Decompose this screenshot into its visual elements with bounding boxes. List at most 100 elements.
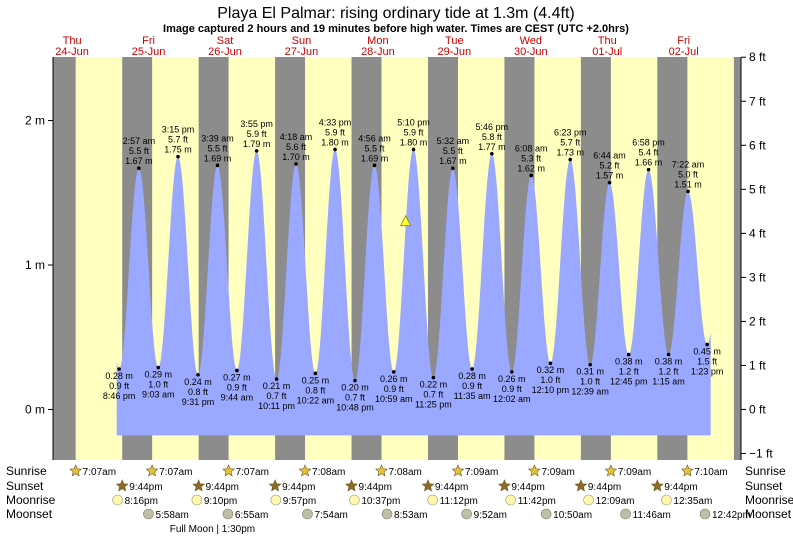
high-tide-meters: 1.66 m — [635, 158, 663, 168]
high-tide-meters: 1.80 m — [321, 137, 349, 147]
high-tide-meters: 1.67 m — [125, 156, 153, 166]
high-tide-meters: 1.69 m — [204, 153, 232, 163]
high-tide-time: 4:56 am — [358, 133, 391, 143]
high-tide-time: 6:08 am — [515, 143, 548, 153]
low-tide-meters: 0.26 m — [380, 374, 408, 384]
moonset-label-right: Moonset — [745, 507, 792, 521]
day-label-dow: Thu — [63, 35, 82, 47]
sunrise-time: 7:09am — [465, 467, 498, 478]
right-axis-tick-label: 4 ft — [749, 226, 766, 240]
low-tide-meters: 0.38 m — [615, 357, 643, 367]
moonrise-time: 12:35am — [673, 496, 712, 507]
sunset-label-right: Sunset — [745, 479, 783, 493]
low-tide-meters: 0.29 m — [145, 370, 173, 380]
sunset-time: 9:44pm — [282, 482, 315, 493]
high-tide-feet: 5.3 ft — [521, 153, 542, 163]
moonset-time: 6:55am — [235, 510, 268, 521]
day-label-date: 02-Jul — [669, 46, 699, 58]
moonset-time: 9:52am — [474, 510, 507, 521]
moonrise-label-left: Moonrise — [6, 493, 56, 507]
right-axis-tick-label: 8 ft — [749, 50, 766, 64]
moonrise-icon — [270, 494, 282, 506]
day-label-date: 30-Jun — [514, 46, 548, 58]
low-tide-feet: 1.2 ft — [619, 367, 640, 377]
astro-rows: SunriseSunsetMoonriseMoonsetSunriseSunse… — [6, 464, 793, 535]
high-tide-feet: 5.9 ft — [325, 127, 346, 137]
sunset-icon — [497, 479, 511, 492]
high-tide-point — [529, 173, 533, 178]
day-label-dow: Sat — [217, 35, 234, 47]
low-tide-point — [391, 370, 396, 374]
left-axis-tick-label: 0 m — [25, 402, 45, 416]
day-label-date: 26-Jun — [208, 46, 242, 58]
moonrise-time: 11:42pm — [518, 496, 556, 507]
sunrise-time: 7:07am — [159, 467, 192, 478]
low-tide-meters: 0.45 m — [693, 346, 721, 356]
high-tide-meters: 1.80 m — [400, 137, 428, 147]
sunset-icon — [192, 479, 206, 492]
left-axis-tick-label: 1 m — [25, 258, 45, 272]
moonrise-icon — [112, 494, 123, 506]
sunrise-icon — [604, 464, 618, 477]
sunrise-icon — [527, 464, 541, 477]
low-tide-time: 8:46 pm — [103, 391, 136, 401]
low-tide-feet: 0.7 ft — [345, 393, 366, 403]
low-tide-time: 9:44 am — [221, 392, 254, 402]
moonrise-icon — [583, 494, 594, 506]
low-tide-point — [470, 367, 474, 371]
moonset-icon — [222, 508, 234, 520]
low-tide-point — [588, 362, 592, 367]
low-tide-time: 12:10 pm — [532, 385, 570, 395]
high-tide-feet: 5.4 ft — [639, 148, 660, 158]
sunrise-icon — [680, 464, 694, 477]
high-tide-feet: 5.9 ft — [247, 129, 268, 139]
low-tide-meters: 0.25 m — [302, 375, 330, 385]
high-tide-time: 2:57 am — [123, 136, 156, 146]
high-tide-meters: 1.67 m — [439, 156, 467, 166]
high-tide-point — [333, 147, 337, 152]
high-tide-point — [294, 162, 298, 166]
high-tide-point — [568, 157, 573, 162]
high-tide-feet: 5.7 ft — [168, 135, 189, 145]
low-tide-meters: 0.27 m — [223, 372, 251, 382]
high-tide-feet: 5.5 ft — [364, 143, 385, 153]
low-tide-feet: 1.0 ft — [580, 377, 601, 387]
low-tide-feet: 0.9 ft — [502, 384, 523, 394]
moonset-icon — [540, 508, 552, 520]
low-tide-meters: 0.28 m — [105, 371, 133, 381]
right-axis-tick-label: 7 ft — [749, 94, 766, 108]
high-tide-time: 5:32 am — [437, 136, 470, 146]
low-tide-point — [431, 375, 436, 380]
high-tide-point — [411, 147, 416, 152]
sunrise-time: 7:09am — [618, 467, 651, 478]
moonset-icon — [620, 508, 631, 520]
high-tide-feet: 5.5 ft — [129, 146, 150, 156]
moonset-icon — [143, 508, 154, 520]
low-tide-meters: 0.26 m — [498, 374, 526, 384]
high-tide-feet: 5.9 ft — [403, 127, 424, 137]
low-tide-feet: 0.9 ft — [109, 381, 130, 391]
sunset-time: 9:44pm — [129, 482, 162, 493]
high-tide-time: 6:44 am — [593, 151, 626, 161]
day-label-date: 29-Jun — [438, 46, 472, 58]
low-tide-point — [666, 352, 671, 357]
moonrise-time: 8:16pm — [125, 496, 158, 507]
low-tide-feet: 0.9 ft — [462, 381, 483, 391]
high-tide-feet: 5.8 ft — [482, 132, 503, 142]
low-tide-point — [509, 370, 514, 374]
high-tide-feet: 5.5 ft — [208, 143, 229, 153]
low-tide-time: 12:39 am — [571, 387, 609, 397]
high-tide-meters: 1.51 m — [674, 179, 702, 189]
high-tide-point — [646, 167, 651, 172]
sunset-time: 9:44pm — [588, 482, 621, 493]
low-tide-time: 10:59 am — [375, 394, 413, 404]
high-tide-meters: 1.70 m — [282, 152, 310, 162]
right-axis-tick-label: 3 ft — [749, 270, 766, 284]
low-tide-feet: 0.8 ft — [305, 385, 326, 395]
low-tide-time: 9:31 pm — [182, 397, 215, 407]
high-tide-feet: 5.5 ft — [443, 146, 464, 156]
day-label-dow: Fri — [142, 35, 155, 47]
moonset-time: 8:53am — [394, 510, 427, 521]
low-tide-point — [156, 365, 161, 370]
